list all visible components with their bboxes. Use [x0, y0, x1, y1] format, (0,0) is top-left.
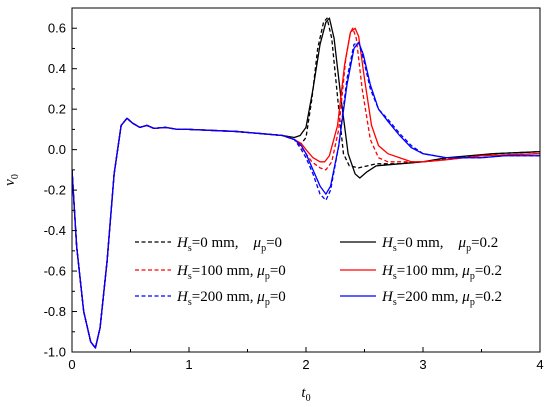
legend-item: Hs=0 mm, μp=0.2	[340, 235, 498, 254]
series-line	[72, 17, 540, 349]
x-tick-label: 1	[185, 357, 192, 372]
legend-item: Hs=100 mm, μp=0	[135, 263, 286, 282]
legend-label: Hs=100 mm, μp=0.2	[381, 263, 502, 282]
x-tick-label: 4	[536, 357, 543, 372]
legend-label: Hs=200 mm, μp=0	[176, 289, 286, 308]
y-tick-label: -0.8	[44, 304, 66, 319]
y-tick-label: 0.4	[48, 61, 66, 76]
series-line	[72, 41, 540, 349]
y-tick-label: 0.6	[48, 21, 66, 36]
x-tick-label: 0	[68, 357, 75, 372]
legend: Hs=0 mm, μp=0 Hs=0 mm, μp=0.2 Hs=100 mm, μ…	[135, 235, 502, 308]
y-tick-label: 0.2	[48, 102, 66, 117]
legend-label: Hs=200 mm, μp=0.2	[381, 289, 502, 308]
legend-label: Hs=0 mm, μp=0.2	[381, 235, 498, 254]
y-tick-label: -0.2	[44, 183, 66, 198]
legend-item: Hs=0 mm, μp=0	[135, 235, 282, 254]
x-tick-label: 2	[302, 357, 309, 372]
y-tick-label: -0.4	[44, 223, 66, 238]
legend-item: Hs=200 mm, μp=0	[135, 289, 286, 308]
x-axis-ticks: 0 1 2 3 4	[68, 347, 544, 372]
x-axis-label: t0	[301, 385, 310, 404]
legend-item: Hs=100 mm, μp=0.2	[340, 263, 502, 282]
plot-lines	[72, 17, 540, 349]
y-tick-label: 0.0	[48, 142, 66, 157]
legend-item: Hs=200 mm, μp=0.2	[340, 289, 502, 308]
y-tick-label: -0.6	[44, 264, 66, 279]
x-tick-label: 3	[419, 357, 426, 372]
y-axis-label: v0	[2, 174, 21, 186]
legend-label: Hs=100 mm, μp=0	[176, 263, 286, 282]
legend-label: Hs=0 mm, μp=0	[176, 235, 282, 254]
y-tick-label: -1.0	[44, 345, 66, 360]
y-axis-ticks: -1.0 -0.8 -0.6 -0.4 -0.2 0.0 0.2 0.4 0.6	[44, 7, 77, 360]
